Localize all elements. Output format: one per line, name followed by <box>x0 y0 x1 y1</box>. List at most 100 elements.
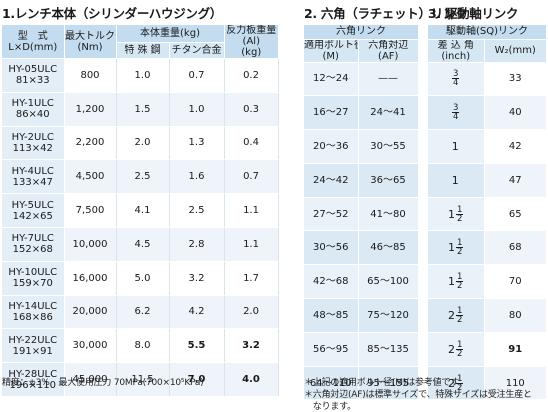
wrench-body-table: 型 式 L×D(mm) 最大トルク (Nm) 本体重量(kg) 反力板重量 (Al)(… <box>2 25 279 397</box>
table-row: 30～56 46～85 <box>304 230 419 266</box>
w2-cell: 33 <box>484 62 546 97</box>
table-row: HY-7ULC 152×68 10,000 4.5 2.8 1.1 <box>2 227 279 262</box>
torque-cell: 16,000 <box>64 261 117 296</box>
table-row: 20～36 30～55 <box>304 129 419 164</box>
steel-weight-cell: 6.2 <box>116 295 170 330</box>
hex-af-cell: 65～100 <box>358 264 419 300</box>
torque-cell: 7,500 <box>64 193 117 228</box>
plate-weight-cell: 0.3 <box>224 92 279 127</box>
table-row: 48～85 75～120 <box>304 298 419 333</box>
titanium-weight-cell: 1.0 <box>169 92 225 127</box>
table-row: 24～42 36～65 <box>304 163 419 198</box>
model-size: 196×110 <box>9 379 57 391</box>
model-size: 133×47 <box>12 176 53 188</box>
titanium-weight-cell: 4.2 <box>169 295 225 330</box>
section-title-wrench-body: 1.レンチ本体（シリンダーハウジング） <box>2 6 222 21</box>
model-name: HY-1ULC <box>11 98 54 110</box>
torque-cell: 30,000 <box>64 328 117 364</box>
model-size: 142×65 <box>12 210 53 222</box>
sq-numerator: 1 <box>456 204 464 215</box>
titanium-weight-cell: 1.3 <box>169 126 225 161</box>
w2-cell: 68 <box>484 230 546 266</box>
table-row: 1 1 2 68 <box>428 230 546 266</box>
sq-denominator: 2 <box>457 281 463 292</box>
steel-weight-cell: 2.5 <box>116 159 170 195</box>
plate-weight-cell: 1.1 <box>224 227 279 262</box>
model-name: HY-05ULC <box>8 64 58 76</box>
titanium-header: チタン合金 <box>169 42 225 60</box>
model-cell: HY-14ULC 168×86 <box>2 295 65 330</box>
titanium-weight-cell: 2.5 <box>169 193 225 228</box>
table-row: 16～27 24～41 <box>304 95 419 131</box>
steel-header: 特 殊 鋼 <box>116 42 170 60</box>
model-cell: HY-1ULC 86×40 <box>2 92 65 127</box>
plate-weight-cell: 0.4 <box>224 126 279 161</box>
bolt-size-cell: 20～36 <box>304 129 359 164</box>
torque-cell: 20,000 <box>64 295 117 330</box>
model-cell: HY-7ULC 152×68 <box>2 227 65 262</box>
model-size: 81×33 <box>15 75 50 87</box>
plate-weight-cell: 0.7 <box>224 159 279 195</box>
steel-weight-cell: 1.0 <box>116 58 170 93</box>
plate-weight-cell: 4.0 <box>224 362 279 397</box>
table-row: 3 4 33 <box>428 62 546 97</box>
model-size: 113×42 <box>12 142 53 154</box>
precision-note: 精度：±3% 最大使用圧力 70MPa(700×10⁵KPa) <box>2 378 204 388</box>
model-size: 86×40 <box>15 109 50 121</box>
steel-weight-cell: 11.5 <box>116 362 170 397</box>
sq-denominator: 4 <box>453 112 459 123</box>
hex-af-header: 六角対辺 (AF) <box>358 39 418 63</box>
hex-link-table: 六角リンク 適用ボルト径 (M) 六角対辺 (AF) 12～24 —— 16～27 24～… <box>304 25 419 401</box>
w2-cell: 91 <box>484 332 546 367</box>
model-size: 152×68 <box>12 244 53 256</box>
table-row: HY-28ULC 196×110 45,000 11.5 7.0 4.0 <box>2 362 279 397</box>
model-cell: HY-05ULC 81×33 <box>2 58 65 93</box>
torque-cell: 1,200 <box>64 92 117 127</box>
hex-af-cell: 75～120 <box>358 298 419 333</box>
model-header: 型 式 L×D(mm) <box>2 25 65 59</box>
sq-whole: 2 <box>448 376 456 390</box>
hex-link-header: 六角リンク <box>304 25 418 40</box>
model-size: 191×91 <box>12 345 53 357</box>
bolt-size-cell: 42～68 <box>304 264 359 300</box>
torque-header: 最大トルク (Nm) <box>64 25 117 59</box>
model-name: HY-4ULC <box>11 165 54 177</box>
sq-whole: 2 <box>448 342 456 356</box>
w2-cell: 40 <box>484 95 546 131</box>
model-name: HY-14ULC <box>8 300 58 312</box>
sq-numerator: 1 <box>456 305 464 316</box>
sq-denominator: 2 <box>457 213 463 224</box>
hex-af-cell: 30～55 <box>358 129 419 164</box>
bolt-size-cell: 30～56 <box>304 230 359 266</box>
model-cell: HY-2ULC 113×42 <box>2 126 65 161</box>
sq-whole: 1 <box>451 173 459 187</box>
table-row: HY-4ULC 133×47 4,500 2.5 1.6 0.7 <box>2 159 279 195</box>
hex-af-cell: 24～41 <box>358 95 419 131</box>
table-row: 2 1 2 80 <box>428 298 546 333</box>
plate-weight-cell: 3.2 <box>224 328 279 364</box>
hex-size-note-cont: なります。 <box>304 402 356 412</box>
model-name: HY-28ULC <box>8 368 58 380</box>
sq-whole: 1 <box>448 241 456 255</box>
w2-cell: 80 <box>484 298 546 333</box>
plate-weight-cell: 1.1 <box>224 193 279 228</box>
hex-size-note: ＊六角対辺(AF)は標準サイズで、特殊サイズは受注生産と <box>304 390 532 400</box>
model-cell: HY-28ULC 196×110 <box>2 362 65 397</box>
titanium-weight-cell: 0.7 <box>169 58 225 93</box>
sq-fraction: 1 <box>452 141 460 152</box>
steel-weight-cell: 1.5 <box>116 92 170 127</box>
torque-cell: 45,000 <box>64 362 117 397</box>
section-title-hex-link: 2. 六角（ラチェット）リンク <box>304 6 468 21</box>
section-title-drive-link: 3. 駆動軸リンク <box>428 6 519 21</box>
sq-numerator: 3 <box>452 69 460 80</box>
sq-fraction: 1 <box>452 175 460 186</box>
table-row: 42～68 65～100 <box>304 264 419 300</box>
sq-size-cell: 1 <box>428 129 485 164</box>
hex-af-cell: 85～135 <box>358 332 419 367</box>
